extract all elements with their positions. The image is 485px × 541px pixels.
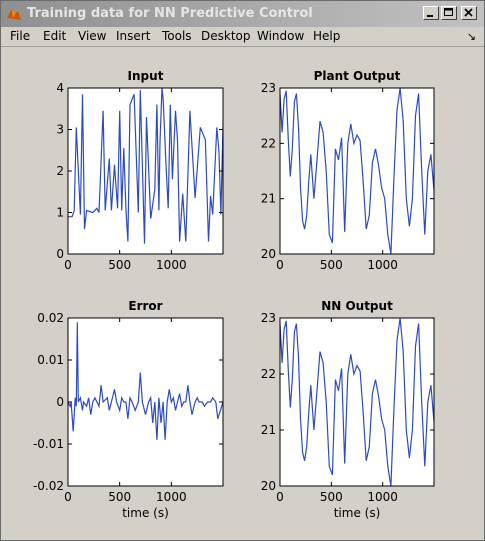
x-tick-label: 0 [276,258,284,272]
menu-desktop[interactable]: Desktop [201,29,251,43]
y-tick-label: 3 [56,123,64,137]
dock-arrow-icon[interactable]: ↘ [466,30,476,43]
menu-edit[interactable]: Edit [43,29,67,43]
x-tick-label: 0 [64,258,72,272]
y-tick-label: 21 [261,423,276,437]
plot-area [280,318,434,486]
maximize-icon [444,8,453,16]
series-line [280,88,434,254]
x-tick-label: 1000 [156,490,187,504]
menu-bar: File Edit View Insert Tools Desktop Wind… [1,27,484,47]
series-line [280,318,434,486]
y-tick-label: -0.01 [33,437,64,451]
x-tick-label: 0 [64,490,72,504]
x-tick-label: 500 [108,258,131,272]
x-tick-label: 1000 [156,258,187,272]
series-line [68,322,223,440]
y-tick-label: -0.02 [33,479,64,493]
x-axis-label: time (s) [334,506,381,520]
matlab-icon [7,9,21,20]
y-tick-label: 23 [261,81,276,95]
y-tick-label: 0.02 [37,311,64,325]
plant-output-axes: 20 21 22 23 0 500 1000 Plant Output [261,69,435,272]
y-tick-label: 1 [56,206,64,220]
y-tick-label: 0.01 [37,353,64,367]
x-tick-label: 500 [320,258,343,272]
window-title: Training data for NN Predictive Control [27,6,313,21]
y-tick-label: 22 [261,136,276,150]
y-tick-label: 23 [261,311,276,325]
error-title: Error [128,299,162,313]
menu-tools[interactable]: Tools [162,29,192,43]
series-line [68,88,223,244]
menu-help[interactable]: Help [313,29,341,43]
minimize-icon [427,15,433,17]
y-tick-label: 2 [56,164,64,178]
y-tick-label: 20 [261,479,276,493]
nn-output-title: NN Output [321,299,393,313]
nn-output-axes: 20 21 22 23 0 500 1000 NN Output time (s) [261,299,435,520]
y-tick-label: 4 [56,81,64,95]
y-tick-label: 0 [56,395,64,409]
y-tick-label: 20 [261,247,276,261]
x-tick-label: 1000 [367,490,398,504]
y-tick-label: 22 [261,367,276,381]
y-tick-label: 21 [261,192,276,206]
minimize-button[interactable] [423,6,439,20]
menu-file[interactable]: File [10,29,31,43]
figure-canvas: 0 1 2 3 4 0 500 1000 Input 20 21 22 23 0 500 1000 Plant … [1,47,484,540]
x-tick-label: 500 [108,490,131,504]
plot-area [280,88,434,254]
x-axis-label: time (s) [122,506,169,520]
x-tick-label: 1000 [367,258,398,272]
y-tick-label: 0 [56,247,64,261]
maximize-button[interactable] [441,6,457,20]
plot-area [68,318,223,486]
close-button[interactable] [461,6,477,20]
menu-insert[interactable]: Insert [116,29,151,43]
input-title: Input [128,69,164,83]
menu-window[interactable]: Window [257,29,305,43]
axes-frame [279,317,435,487]
menu-view[interactable]: View [78,29,107,43]
axes-frame [279,87,435,255]
x-tick-label: 0 [276,490,284,504]
title-bar[interactable]: Training data for NN Predictive Control [1,1,484,27]
input-axes: 0 1 2 3 4 0 500 1000 Input [56,69,224,272]
close-icon [464,8,473,17]
error-axes: -0.02 -0.01 0 0.01 0.02 0 500 1000 Error time (s) [33,299,224,520]
plant-output-title: Plant Output [314,69,401,83]
x-tick-label: 500 [320,490,343,504]
